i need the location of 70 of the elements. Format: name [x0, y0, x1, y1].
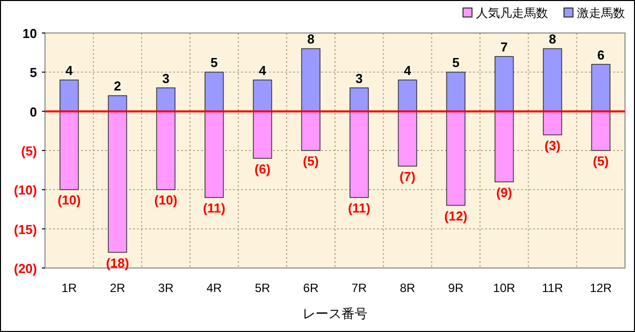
y-tick-label: 0	[30, 104, 37, 120]
x-tick-label: 12R	[590, 281, 612, 295]
bar	[542, 48, 562, 112]
bar	[60, 110, 79, 190]
bar	[108, 95, 128, 112]
data-label: 3	[162, 70, 170, 86]
data-label: 4	[66, 63, 74, 78]
data-label: 4	[258, 63, 267, 78]
bar	[591, 110, 610, 151]
data-label: (5)	[592, 154, 609, 168]
bar	[494, 110, 514, 182]
y-tick-label: (10)	[14, 182, 37, 198]
legend-label: 人気凡走馬数	[476, 6, 548, 20]
data-label: (10)	[154, 192, 178, 208]
x-tick-label: 3R	[158, 281, 174, 295]
data-label: (12)	[444, 208, 468, 224]
bar	[398, 80, 418, 112]
bar	[252, 80, 272, 112]
x-tick-label: 5R	[254, 281, 270, 295]
x-tick-label: 6R	[303, 281, 319, 295]
data-label: (11)	[348, 200, 370, 216]
y-tick-label: 5	[30, 65, 37, 80]
data-label: (7)	[400, 169, 416, 184]
x-tick-label: 2R	[110, 281, 126, 295]
bar	[494, 56, 514, 112]
x-tick-label: 4R	[206, 281, 222, 295]
bar	[350, 110, 369, 198]
legend-label: 激走馬数	[577, 6, 625, 20]
y-tick-label: (20)	[14, 261, 37, 276]
bar	[542, 110, 562, 136]
bar	[108, 110, 128, 253]
y-tick-label: (5)	[21, 144, 37, 158]
x-tick-label: 9R	[448, 281, 464, 295]
bar	[301, 48, 320, 112]
data-label: (9)	[496, 184, 512, 200]
x-axis-title: レース番号	[302, 306, 368, 321]
bar	[204, 72, 224, 112]
y-tick-label: 10	[22, 26, 37, 41]
bar	[156, 87, 176, 112]
bar	[350, 87, 369, 112]
data-label: 7	[500, 40, 508, 54]
data-label: (10)	[58, 192, 81, 208]
data-label: 2	[114, 78, 122, 94]
bar	[591, 64, 610, 112]
x-tick-label: 8R	[400, 281, 416, 295]
data-label: (3)	[544, 138, 560, 153]
data-label: (6)	[254, 161, 270, 176]
data-label: 8	[307, 32, 314, 47]
bar	[301, 110, 320, 151]
y-tick-label: (15)	[14, 222, 37, 237]
data-label: 3	[356, 70, 363, 86]
data-label: 5	[452, 55, 460, 70]
bar	[252, 110, 272, 159]
data-label: (18)	[106, 255, 130, 270]
bar	[156, 110, 176, 190]
x-tick-label: 10R	[493, 281, 516, 295]
bar	[60, 80, 79, 112]
data-label: 8	[548, 32, 556, 47]
bar	[446, 110, 466, 206]
data-label: 6	[597, 47, 604, 62]
bar	[446, 72, 466, 112]
data-label: (5)	[302, 154, 319, 168]
x-tick-label: 7R	[351, 281, 368, 295]
x-tick-label: 1R	[61, 281, 78, 295]
bar	[398, 110, 418, 167]
x-tick-label: 11R	[542, 281, 564, 295]
data-label: 5	[210, 55, 218, 70]
data-label: 4	[404, 63, 412, 78]
bar	[204, 110, 224, 198]
data-label: (11)	[202, 200, 226, 216]
